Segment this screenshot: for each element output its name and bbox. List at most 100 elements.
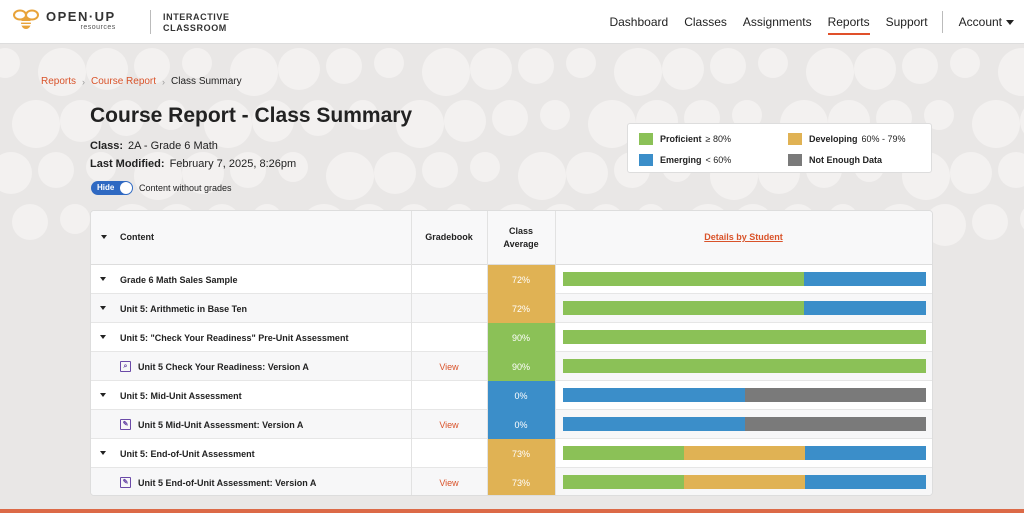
pattern-circle — [1020, 100, 1024, 142]
pattern-circle — [60, 100, 102, 142]
details-by-student-link[interactable]: Details by Student — [704, 232, 783, 242]
expand-caret-icon[interactable] — [100, 451, 106, 455]
emerging-segment — [805, 446, 926, 460]
emerging-segment — [563, 417, 745, 431]
proficient-segment — [563, 475, 684, 489]
emerging-segment — [805, 475, 926, 489]
pattern-circle — [38, 152, 74, 188]
chevron-right-icon: › — [82, 76, 86, 87]
gradebook-view-link[interactable]: View — [439, 477, 459, 488]
pattern-circle — [972, 204, 1008, 240]
pattern-circle — [710, 48, 746, 84]
content-cell: Unit 5: "Check Your Readiness" Pre-Unit … — [120, 323, 348, 352]
content-title: Unit 5: Mid-Unit Assessment — [120, 390, 242, 401]
legend-proficient: Proficient ≥ 80% — [639, 133, 731, 145]
pattern-circle — [470, 48, 512, 90]
gradebook-view-link[interactable]: View — [439, 361, 459, 372]
pattern-circle — [1020, 204, 1024, 234]
student-distribution-bar[interactable] — [563, 417, 926, 431]
class-average-cell: 72% — [487, 294, 555, 323]
legend-developing-range: 60% - 79% — [861, 134, 906, 144]
pattern-circle — [230, 48, 278, 96]
pattern-circle — [540, 100, 570, 130]
header-content[interactable]: Content — [120, 232, 154, 242]
student-distribution-bar[interactable] — [563, 475, 926, 489]
class-average-cell: 90% — [487, 323, 555, 352]
pattern-circle — [0, 152, 32, 194]
legend-emerging: Emerging < 60% — [639, 154, 731, 166]
student-distribution-bar[interactable] — [563, 330, 926, 344]
student-distribution-bar[interactable] — [563, 388, 926, 402]
column-divider — [555, 211, 556, 495]
student-distribution-bar[interactable] — [563, 359, 926, 373]
proficient-segment — [563, 359, 926, 373]
content-cell: Grade 6 Math Sales Sample — [120, 265, 238, 294]
content-title: Unit 5: End-of-Unit Assessment — [120, 448, 255, 459]
legend-emerging-range: < 60% — [705, 155, 732, 165]
legend-proficient-range: ≥ 80% — [705, 134, 731, 144]
pattern-circle — [252, 100, 294, 142]
content-cell: Unit 5: Arithmetic in Base Ten — [120, 294, 247, 323]
pattern-circle — [134, 152, 182, 200]
expand-caret-icon[interactable] — [100, 306, 106, 310]
class-label: Class: — [90, 140, 124, 152]
gradebook-view-link[interactable]: View — [439, 419, 459, 430]
toggle-description: Content without grades — [139, 183, 232, 193]
proficient-segment — [563, 330, 926, 344]
pattern-circle — [566, 152, 608, 194]
pattern-circle — [396, 100, 444, 148]
nav-dashboard[interactable]: Dashboard — [609, 15, 669, 29]
student-distribution-bar[interactable] — [563, 301, 926, 315]
account-label: Account — [958, 15, 1002, 29]
table-row: ⌕ Unit 5 Check Your Readiness: Version A V… — [91, 352, 932, 381]
content-title: Unit 5: Arithmetic in Base Ten — [120, 303, 248, 314]
pattern-circle — [662, 48, 704, 90]
column-divider — [411, 211, 412, 495]
breadcrumb-reports[interactable]: Reports — [41, 76, 77, 87]
class-average-cell: 0% — [487, 410, 555, 439]
hide-toggle[interactable]: Hide — [91, 181, 133, 195]
legend-developing: Developing 60% - 79% — [788, 133, 906, 145]
collapse-all-caret-icon[interactable] — [101, 235, 107, 239]
expand-caret-icon[interactable] — [100, 393, 106, 397]
nav-support[interactable]: Support — [885, 15, 928, 29]
emerging-segment — [563, 388, 745, 402]
account-menu[interactable]: Account — [959, 11, 1014, 33]
content-cell: Unit 5: End-of-Unit Assessment — [120, 439, 255, 468]
expand-caret-icon[interactable] — [100, 277, 106, 281]
student-distribution-bar[interactable] — [563, 272, 926, 286]
pattern-circle — [60, 204, 90, 234]
developing-swatch — [788, 133, 802, 145]
last-modified-info: Last Modified: February 7, 2025, 8:26pm — [90, 158, 296, 170]
pattern-circle — [278, 48, 320, 90]
readiness-check-icon: ⌕ — [120, 361, 131, 372]
not-enough-swatch — [788, 154, 802, 166]
nav-reports[interactable]: Reports — [827, 11, 870, 35]
pattern-circle — [348, 100, 378, 130]
nav-assignments[interactable]: Assignments — [742, 15, 812, 29]
table-row: Grade 6 Math Sales Sample 72% — [91, 265, 932, 294]
breadcrumb-course-report[interactable]: Course Report — [91, 76, 157, 87]
pattern-circle — [326, 48, 362, 84]
proficient-segment — [563, 446, 684, 460]
pattern-circle — [134, 48, 170, 84]
pattern-circle — [204, 100, 252, 148]
assessment-icon: ✎ — [120, 419, 131, 430]
open-up-logo[interactable]: OPEN·UP resources — [12, 9, 116, 31]
student-distribution-bar[interactable] — [563, 446, 926, 460]
expand-caret-icon[interactable] — [100, 335, 106, 339]
developing-segment — [683, 475, 806, 489]
content-cell: ✎ Unit 5 End-of-Unit Assessment: Version … — [120, 468, 316, 495]
header-avg-line2: Average — [503, 239, 539, 249]
pattern-circle — [518, 152, 566, 200]
product-line-1: INTERACTIVE — [163, 12, 230, 22]
pattern-circle — [518, 48, 554, 84]
pattern-circle — [492, 100, 528, 136]
legend-not-enough-data: Not Enough Data — [788, 154, 886, 166]
footer-accent-line — [0, 509, 1024, 513]
column-divider — [487, 211, 488, 495]
nav-classes[interactable]: Classes — [684, 15, 727, 29]
pattern-circle — [950, 152, 992, 194]
pattern-circle — [278, 152, 308, 182]
breadcrumb-current: Class Summary — [171, 76, 242, 87]
